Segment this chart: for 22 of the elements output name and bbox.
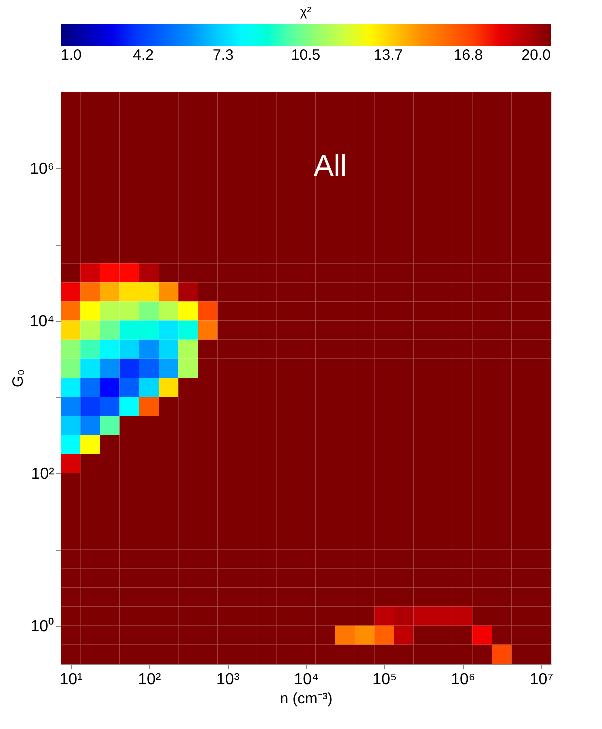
color-bar-label: 1.0 bbox=[61, 47, 82, 64]
color-bar-label: 4.2 bbox=[133, 47, 154, 64]
x-tick-label: 10⁴ bbox=[294, 672, 319, 688]
color-bar-label: 20.0 bbox=[522, 47, 551, 64]
color-bar-title: χ² bbox=[300, 4, 312, 19]
x-tick-label: 10² bbox=[138, 672, 162, 688]
x-tick-label: 10¹ bbox=[60, 672, 83, 688]
x-tick-label: 10⁷ bbox=[530, 672, 554, 688]
x-axis-title: n (cm⁻³) bbox=[280, 690, 333, 708]
x-tick-label: 10⁵ bbox=[372, 672, 398, 688]
y-tick-label: 10⁴ bbox=[30, 313, 55, 330]
x-tick-label: 10⁶ bbox=[451, 672, 476, 688]
color-bar-label: 10.5 bbox=[291, 47, 321, 64]
color-bar-label: 16.8 bbox=[454, 47, 484, 64]
y-tick-label: 10² bbox=[31, 466, 56, 483]
color-bar-label: 13.7 bbox=[374, 47, 404, 64]
color-bar-label: 7.3 bbox=[213, 47, 234, 64]
y-axis-title: G₀ bbox=[10, 370, 27, 388]
y-tick-label: 10⁰ bbox=[30, 617, 54, 636]
x-tick-label: 10³ bbox=[216, 672, 240, 688]
y-tick-label: 10⁶ bbox=[30, 160, 54, 178]
annotation: All bbox=[314, 150, 348, 183]
